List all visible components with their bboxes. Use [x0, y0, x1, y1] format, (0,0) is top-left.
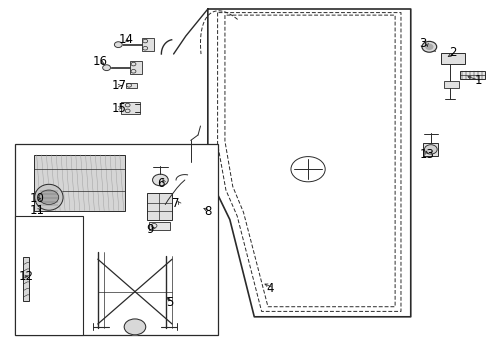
Circle shape [124, 319, 145, 335]
Ellipse shape [35, 184, 63, 210]
Text: 5: 5 [166, 296, 173, 309]
Text: 7: 7 [172, 197, 179, 210]
Bar [149, 222, 169, 230]
Bar [23, 257, 29, 301]
Text: 9: 9 [146, 223, 154, 236]
Bar [34, 155, 124, 211]
Text: 13: 13 [419, 148, 433, 161]
Text: 16: 16 [93, 55, 108, 68]
Bar [130, 61, 142, 74]
Text: 17: 17 [111, 79, 126, 92]
Text: 14: 14 [118, 33, 133, 46]
Circle shape [102, 65, 110, 71]
Circle shape [39, 190, 59, 204]
Bar [142, 38, 154, 51]
Bar [440, 53, 464, 64]
Text: 11: 11 [29, 204, 44, 217]
Circle shape [152, 174, 168, 186]
Circle shape [421, 41, 436, 52]
Bar [15, 216, 83, 335]
Bar [443, 81, 458, 88]
Circle shape [425, 44, 432, 49]
Text: 2: 2 [448, 46, 455, 59]
Text: 8: 8 [204, 205, 211, 218]
Circle shape [424, 145, 436, 154]
Text: 6: 6 [157, 177, 164, 190]
Text: 10: 10 [29, 192, 44, 205]
Bar [426, 47, 434, 51]
Bar [423, 143, 437, 156]
Bar [126, 83, 137, 88]
Text: 4: 4 [266, 282, 273, 294]
Text: 15: 15 [111, 102, 126, 114]
Bar [15, 144, 217, 335]
Text: 1: 1 [473, 75, 481, 87]
Bar [146, 193, 172, 220]
Text: 3: 3 [419, 37, 426, 50]
Text: 12: 12 [19, 270, 34, 283]
Bar [121, 102, 140, 114]
Bar [459, 71, 484, 79]
Circle shape [114, 42, 122, 48]
